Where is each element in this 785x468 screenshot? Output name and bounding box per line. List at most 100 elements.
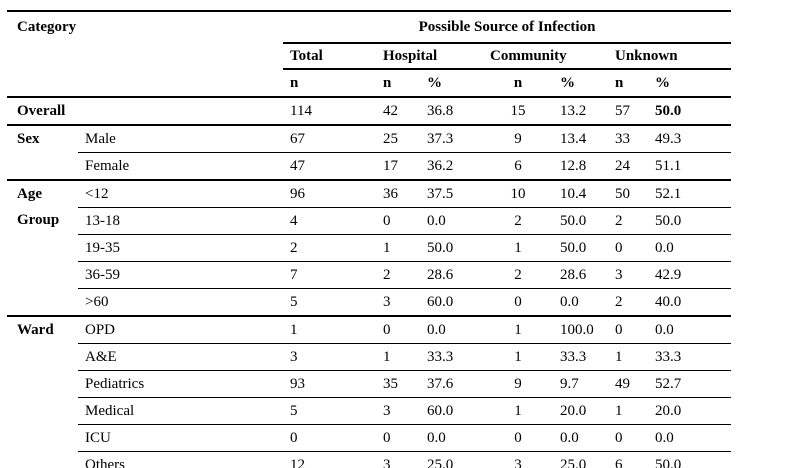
cell-unknown-pct: 52.7 [648, 370, 732, 398]
cell-subcategory: Male [78, 124, 283, 153]
cell-community-n: 3 [483, 451, 553, 468]
cell-hospital-n: 17 [376, 152, 420, 180]
cell-community-n: 6 [483, 152, 553, 180]
cell-unknown-n: 1 [608, 343, 648, 371]
cell-hospital-pct: 36.8 [427, 103, 454, 119]
header-unknown-n: n [608, 69, 648, 98]
table-row-19-35: 19-35 2 1 50.0 1 50.0 0 0.0 [7, 234, 732, 262]
table-row-pediatrics: Pediatrics 93 35 37.6 9 9.7 49 52.7 [7, 370, 732, 398]
cell-community-pct: 0.0 [553, 288, 608, 316]
cell-community-pct: 33.3 [553, 343, 608, 371]
cell-hospital-pct: 25.0 [420, 451, 483, 468]
cell-community-n: 2 [483, 261, 553, 289]
header-category: Category [7, 10, 283, 98]
cell-total-n: 3 [283, 343, 376, 371]
table-row-36-59: 36-59 7 2 28.6 2 28.6 3 42.9 [7, 261, 732, 289]
cell-hospital-pct: 60.0 [420, 288, 483, 316]
cell-unknown-pct: 20.0 [648, 397, 732, 425]
cell-unknown-n: 2 [608, 288, 648, 316]
cell-total-n: 7 [283, 261, 376, 289]
cell-subcategory: Others [78, 451, 283, 468]
cell-hospital-n: 42 [383, 103, 398, 119]
cell-total-n: 12 [283, 451, 376, 468]
cell-community-n: 9 [483, 370, 553, 398]
cell-community-pct: 28.6 [553, 261, 608, 289]
cell-unknown-n: 0 [608, 424, 648, 452]
cell-unknown-pct: 33.3 [648, 343, 732, 371]
table-row-opd: Ward OPD 1 0 0.0 1 100.0 0 0.0 [7, 315, 732, 468]
header-hospital-n: n [376, 69, 420, 98]
cell-subcategory: 36-59 [78, 261, 283, 289]
cell-community-pct: 12.8 [553, 152, 608, 180]
cell-subcategory: ICU [78, 424, 283, 452]
cell-unknown-n: 33 [608, 124, 648, 153]
cell-community-n: 0 [483, 424, 553, 452]
header-community: Community [483, 43, 608, 70]
cell-total-n: 67 [283, 124, 376, 153]
cell-subcategory: >60 [78, 288, 283, 316]
cell-subcategory: Medical [78, 397, 283, 425]
cell-total-n: 93 [283, 370, 376, 398]
cell-unknown-pct: 0.0 [648, 234, 732, 262]
cell-category: Ward [7, 315, 78, 468]
table-body: Overall 114 42 36.8 15 13.2 57 50.0 Sex … [7, 97, 732, 468]
header-row-units: n n % n % n % [7, 69, 732, 98]
header-community-pct: % [553, 69, 608, 98]
cell-community-pct: 25.0 [553, 451, 608, 468]
cell-subcategory: 19-35 [78, 234, 283, 262]
cell-unknown-n: 57 [615, 103, 630, 119]
cell-unknown-n: 50 [608, 179, 648, 208]
cell-hospital-n: 0 [376, 315, 420, 344]
cell-community-pct: 9.7 [553, 370, 608, 398]
cell-unknown-n: 3 [608, 261, 648, 289]
cell-hospital-n: 3 [376, 397, 420, 425]
cell-unknown-pct: 0.0 [648, 315, 732, 344]
cell-subcategory: <12 [78, 179, 283, 208]
cell-community-pct: 13.2 [560, 103, 587, 119]
header-total: Total [283, 43, 376, 70]
header-row-groups: Total Hospital Community Unknown [7, 43, 732, 70]
cell-hospital-pct: 0.0 [420, 207, 483, 235]
cell-unknown-n: 1 [608, 397, 648, 425]
cell-subcategory: OPD [78, 315, 283, 344]
cell-subcategory: Pediatrics [78, 370, 283, 398]
cell-hospital-pct: 33.3 [420, 343, 483, 371]
cell-hospital-pct: 28.6 [420, 261, 483, 289]
cell-total-n: 4 [283, 207, 376, 235]
cell-hospital-n: 0 [376, 424, 420, 452]
cell-hospital-n: 0 [376, 207, 420, 235]
cell-community-n: 9 [483, 124, 553, 153]
cell-category: Age Group [7, 179, 78, 316]
table-row-female: Female 47 17 36.2 6 12.8 24 51.1 [7, 152, 732, 180]
header-unknown: Unknown [608, 43, 732, 70]
cell-unknown-pct: 50.0 [648, 451, 732, 468]
table-row-male: Sex Male 67 25 37.3 9 13.4 33 49.3 [7, 124, 732, 180]
header-hospital: Hospital [376, 43, 483, 70]
cell-hospital-n: 36 [376, 179, 420, 208]
cell-hospital-n: 3 [376, 451, 420, 468]
cell-community-n: 1 [483, 343, 553, 371]
cell-subcategory: Female [78, 152, 283, 180]
cell-unknown-n: 0 [608, 315, 648, 344]
infection-source-table: Category Possible Source of Infection To… [7, 10, 732, 468]
cell-total-n: 114 [290, 103, 312, 119]
cell-hospital-pct: 0.0 [420, 315, 483, 344]
cell-total-n: 47 [283, 152, 376, 180]
cell-subcategory: A&E [78, 343, 283, 371]
cell-unknown-pct: 40.0 [648, 288, 732, 316]
cell-hospital-n: 35 [376, 370, 420, 398]
cell-total-n: 5 [283, 397, 376, 425]
cell-unknown-n: 24 [608, 152, 648, 180]
cell-total-n: 1 [283, 315, 376, 344]
table-row-over60: >60 5 3 60.0 0 0.0 2 40.0 [7, 288, 732, 316]
cell-subcategory: 13-18 [78, 207, 283, 235]
header-possible-source: Possible Source of Infection [283, 10, 732, 44]
cell-community-pct: 13.4 [553, 124, 608, 153]
cell-hospital-pct: 37.3 [420, 124, 483, 153]
cell-community-n: 1 [483, 397, 553, 425]
cell-hospital-n: 1 [376, 234, 420, 262]
table-row-ae: A&E 3 1 33.3 1 33.3 1 33.3 [7, 343, 732, 371]
cell-total-n: 2 [283, 234, 376, 262]
table-container: Category Possible Source of Infection To… [7, 10, 732, 468]
